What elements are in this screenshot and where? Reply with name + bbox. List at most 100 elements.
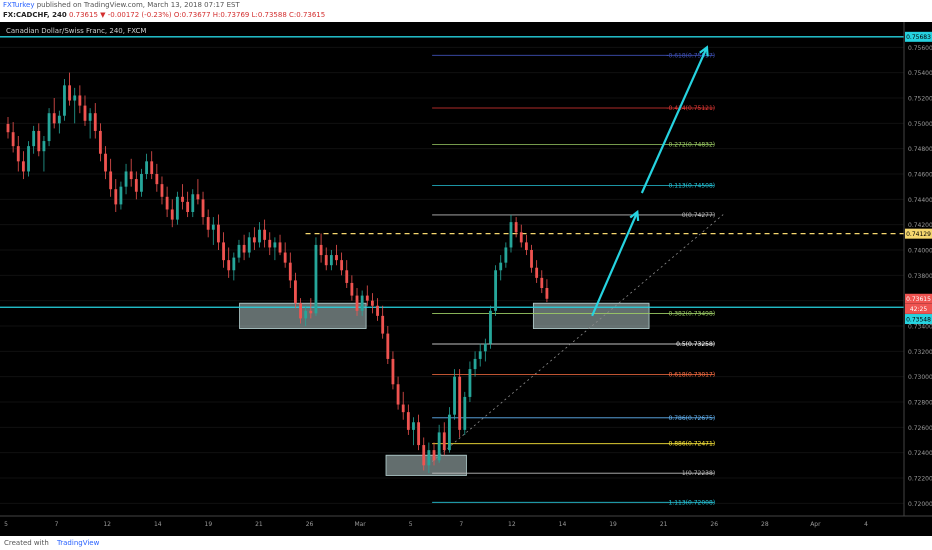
- candle-body: [78, 95, 82, 106]
- x-tick-label: 26: [306, 521, 314, 528]
- y-tick-label: 0.75200: [908, 96, 932, 103]
- candle-body: [196, 194, 200, 200]
- candle-body: [145, 161, 148, 174]
- price-labels: 0.75683 0.74129 0.73615 42:25 0.73548: [905, 31, 932, 325]
- candle-body: [273, 242, 277, 248]
- candle-body: [514, 222, 518, 233]
- candle-body: [211, 224, 215, 230]
- published-text: published on TradingView.com, March 13, …: [36, 1, 240, 9]
- y-tick-label: 0.72200: [908, 476, 932, 483]
- author-link[interactable]: FXTurkey: [3, 1, 35, 9]
- x-tick-label: 4: [864, 521, 868, 528]
- candle-body: [473, 358, 477, 370]
- y-tick-label: 0.72400: [908, 450, 932, 457]
- candle-body: [489, 310, 492, 344]
- price-chart[interactable]: Canadian Dollar/Swiss Franc, 240, FXCM -…: [0, 22, 932, 536]
- candle-body: [57, 115, 61, 124]
- y-tick-label: 0.73200: [908, 349, 932, 356]
- candle-body: [406, 412, 410, 430]
- symbol-label: FX:CADCHF, 240: [3, 11, 67, 19]
- candle-body: [453, 376, 456, 415]
- candle-body: [324, 255, 328, 266]
- candle-body: [442, 432, 446, 451]
- candle-body: [447, 414, 451, 451]
- candle-body: [222, 242, 225, 261]
- candle-body: [237, 244, 241, 258]
- projection-arrows[interactable]: [591, 45, 709, 317]
- chart-title: Canadian Dollar/Swiss Franc, 240, FXCM: [6, 27, 146, 35]
- price-label-box: [905, 303, 932, 314]
- trendline[interactable]: [431, 214, 724, 462]
- x-tick-label: 21: [660, 521, 668, 528]
- y-tick-label: 0.75400: [908, 70, 932, 77]
- projection-arrow[interactable]: [640, 46, 708, 194]
- x-tick-label: 5: [4, 521, 8, 528]
- fib-level-label: 0.618(0.73017): [668, 372, 715, 379]
- fib-level-label: 0.382(0.73498): [668, 311, 715, 318]
- candle-body: [201, 199, 205, 218]
- y-tick-label: 0.73400: [908, 324, 932, 331]
- candle-body: [278, 242, 282, 253]
- candle-body: [263, 229, 267, 240]
- arrow-head: [699, 45, 709, 57]
- x-tick-label: 12: [508, 521, 516, 528]
- price-label-box: [905, 293, 932, 304]
- candle-body: [129, 171, 133, 180]
- candle-body: [258, 229, 261, 243]
- price-axis[interactable]: 0.75600 0.75400 0.75200 0.75000 0.74800 0.746…: [908, 45, 932, 508]
- x-tick-label: 21: [255, 521, 263, 528]
- candle-body: [540, 277, 544, 288]
- fib-level-label: -0.414(0.75121): [666, 105, 715, 112]
- candle-body: [27, 146, 30, 172]
- arrow-head: [629, 209, 640, 222]
- candle-body: [494, 270, 498, 311]
- candle-body: [63, 85, 66, 116]
- fib-level-label: -0.618(0.75537): [666, 52, 715, 59]
- tradingview-logo[interactable]: TradingView: [57, 539, 100, 547]
- x-tick-label: 5: [409, 521, 413, 528]
- candle-body: [181, 196, 184, 202]
- candle-body: [68, 85, 72, 101]
- candle-body: [11, 132, 15, 147]
- candle-body: [98, 130, 102, 154]
- candle-body: [16, 146, 20, 162]
- fib-level-label: -0.113(0.74508): [666, 183, 715, 190]
- candle-body: [252, 237, 256, 243]
- x-tick-label: 26: [710, 521, 718, 528]
- projection-arrow[interactable]: [591, 211, 639, 317]
- candle-body: [319, 244, 323, 256]
- candle-body: [6, 123, 10, 133]
- price-label-text: 0.73615: [906, 296, 931, 303]
- candle-body: [427, 450, 431, 466]
- created-with-text: Created with: [4, 539, 49, 547]
- candle-body: [340, 260, 344, 271]
- fib-retracement[interactable]: -0.618(0.75537) -0.414(0.75121) -0.272(0.7…: [432, 52, 715, 506]
- y-tick-label: 0.72800: [908, 400, 932, 407]
- demand-zone-bottom[interactable]: [385, 454, 467, 476]
- time-axis[interactable]: 5 7 12 14 19 21 26 Mar 5 7 12 14 19 21 26 28 Apr 4: [4, 521, 868, 528]
- candle-body: [155, 174, 159, 185]
- candle-body: [535, 267, 539, 278]
- candle-body: [206, 217, 210, 230]
- fib-level-label: 0.886(0.72471): [668, 441, 715, 448]
- horizontal-lines[interactable]: [0, 36, 904, 308]
- candle-body: [519, 232, 523, 243]
- price-label-box: [905, 31, 932, 42]
- price-label-text: 42:25: [910, 306, 927, 313]
- candle-body: [109, 171, 113, 190]
- publish-info: FXTurkey published on TradingView.com, M…: [3, 1, 240, 9]
- x-tick-label: 14: [154, 521, 162, 528]
- candle-body: [288, 262, 292, 281]
- candle-body: [150, 161, 154, 174]
- candle-body: [165, 196, 169, 210]
- candle-body: [232, 257, 236, 271]
- candle-body: [432, 450, 436, 461]
- candle-body: [217, 224, 220, 243]
- trendline-layer[interactable]: [431, 214, 724, 462]
- y-tick-label: 0.72600: [908, 425, 932, 432]
- y-tick-label: 0.73800: [908, 273, 932, 280]
- x-tick-label: 7: [459, 521, 463, 528]
- y-tick-label: 0.74000: [908, 248, 932, 255]
- candle-body: [350, 282, 354, 296]
- y-tick-label: 0.75000: [908, 121, 932, 128]
